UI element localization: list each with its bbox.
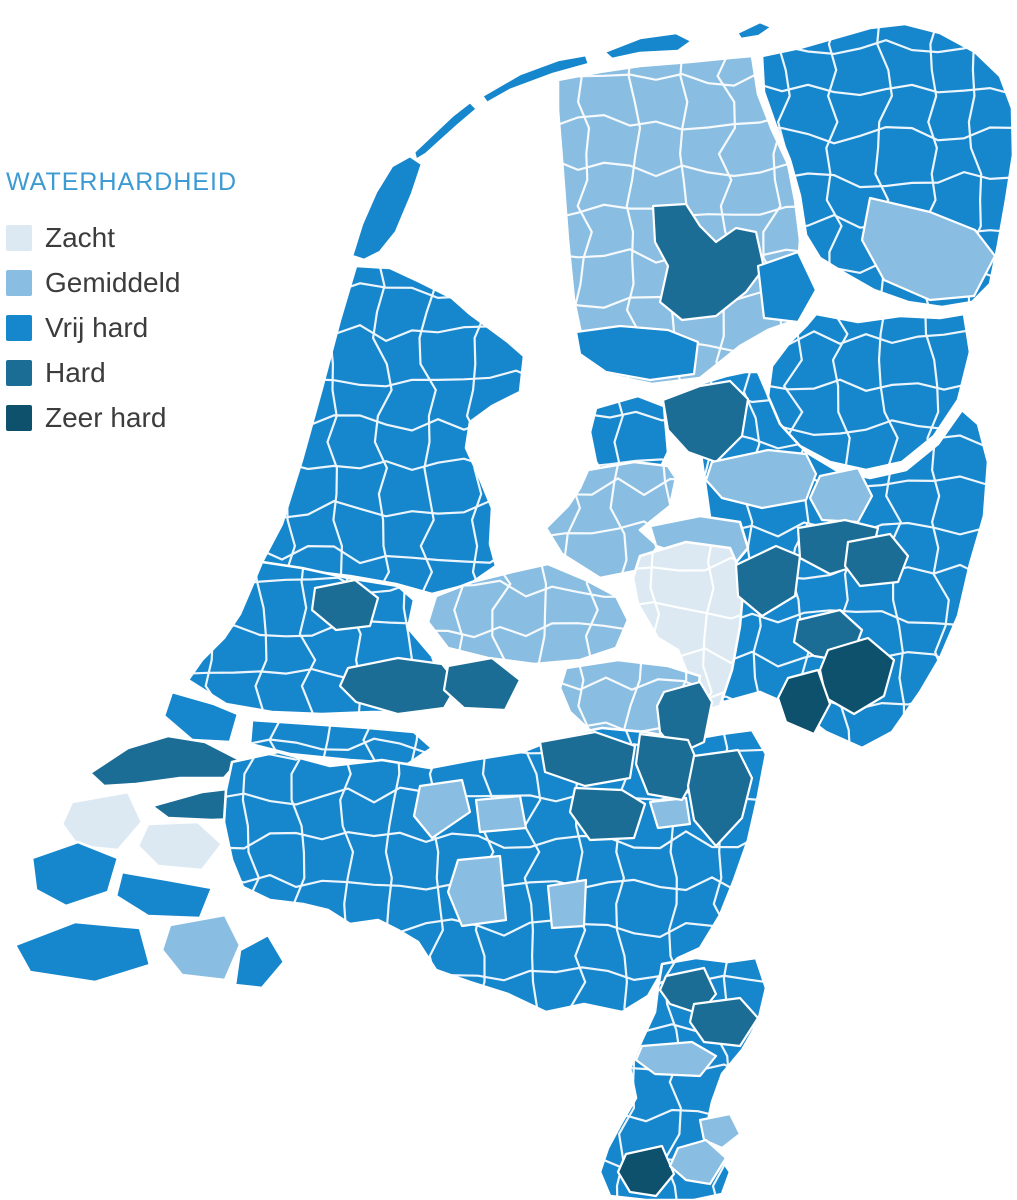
legend-swatch-hard: [6, 359, 32, 386]
region-salland-hard-1: [734, 544, 802, 618]
legend-label-gemiddeld: Gemiddeld: [45, 266, 181, 298]
legend: WATERHARDHEID Zacht Gemiddeld Vrij hard Har…: [6, 168, 237, 448]
region-midden-limburg-gemiddeld: [634, 1040, 718, 1078]
legend-label-vrijhard: Vrij hard: [45, 311, 149, 343]
region-west-overijssel-gemiddeld-2: [808, 466, 874, 524]
region-west-overijssel-gemiddeld-1: [704, 448, 818, 510]
region-noord-limburg-hard-2: [688, 996, 760, 1048]
region-meierij-hard: [568, 786, 647, 842]
region-vechtdal-hard: [843, 532, 910, 588]
region-cuijk-hard: [686, 748, 754, 848]
region-zeeuws-vlaanderen-west: [13, 920, 152, 984]
region-texel: [350, 154, 424, 262]
region-zuid-limburg-gemiddeld-2: [668, 1138, 728, 1186]
region-ameland: [602, 31, 694, 61]
region-twente-zeerhard-2: [776, 668, 832, 736]
region-vijfheerenlanden-hard: [442, 656, 522, 712]
legend-item-gemiddeld: Gemiddeld: [6, 268, 237, 297]
region-brabant-gemiddeld-2: [474, 794, 528, 834]
region-walcheren: [30, 840, 120, 908]
region-utrecht: [426, 562, 630, 666]
legend-swatch-zeerhard: [6, 404, 32, 431]
region-friesland-zuid-vrijhard: [574, 324, 700, 382]
region-groningen-gemiddeld: [860, 196, 997, 302]
legend-item-hard: Hard: [6, 358, 237, 387]
region-steenwijk-hard: [661, 379, 750, 464]
region-tholen: [160, 913, 242, 982]
region-eiland-ijsselmonde: [248, 718, 434, 766]
legend-label-hard: Hard: [45, 356, 106, 388]
legend-item-vrijhard: Vrij hard: [6, 313, 237, 342]
region-delta-zacht-west: [60, 790, 144, 852]
legend-label-zeerhard: Zeer hard: [45, 401, 167, 433]
legend-item-zacht: Zacht: [6, 223, 237, 252]
legend-item-zeerhard: Zeer hard: [6, 403, 237, 432]
region-noord-holland: [260, 264, 526, 596]
region-brabant-gemiddeld-4: [546, 878, 588, 930]
region-maasland-hard: [634, 732, 702, 802]
region-zeeuws-vlaanderen-oost: [233, 933, 286, 990]
legend-swatch-gemiddeld: [6, 269, 32, 296]
region-beveland: [114, 870, 214, 920]
legend-swatch-vrijhard: [6, 314, 32, 341]
region-friesland-zuidoost-vrijhard: [756, 250, 818, 324]
legend-items: Zacht Gemiddeld Vrij hard Hard Zeer hard: [6, 223, 237, 448]
region-brabant-gemiddeld-3: [446, 854, 508, 928]
region-delta-zacht-oost: [136, 820, 224, 872]
legend-title: WATERHARDHEID: [6, 168, 238, 196]
region-langstraat-hard: [538, 730, 637, 788]
region-terschelling: [480, 53, 591, 105]
region-drenthe: [766, 312, 972, 472]
region-delta-strip-noord: [88, 734, 242, 788]
region-vlieland: [412, 100, 479, 162]
region-voorne-putten: [162, 690, 240, 744]
legend-label-zacht: Zacht: [45, 221, 116, 253]
region-alblasserwaard-hard: [338, 656, 460, 716]
region-schiermonnikoog: [735, 20, 774, 41]
municipal-borders-noordoostpolder: [590, 396, 668, 494]
region-maastricht-zeerhard: [616, 1144, 676, 1198]
region-friesland-hard: [651, 202, 766, 322]
region-zuid-holland-hard: [310, 578, 380, 632]
legend-swatch-zacht: [6, 224, 32, 251]
region-brabant-gemiddeld-1: [412, 778, 472, 840]
region-twente-zeerhard-1: [818, 636, 896, 716]
region-zuid-limburg-gemiddeld-1: [698, 1112, 742, 1150]
region-brabant-gemiddeld-5: [648, 796, 692, 830]
